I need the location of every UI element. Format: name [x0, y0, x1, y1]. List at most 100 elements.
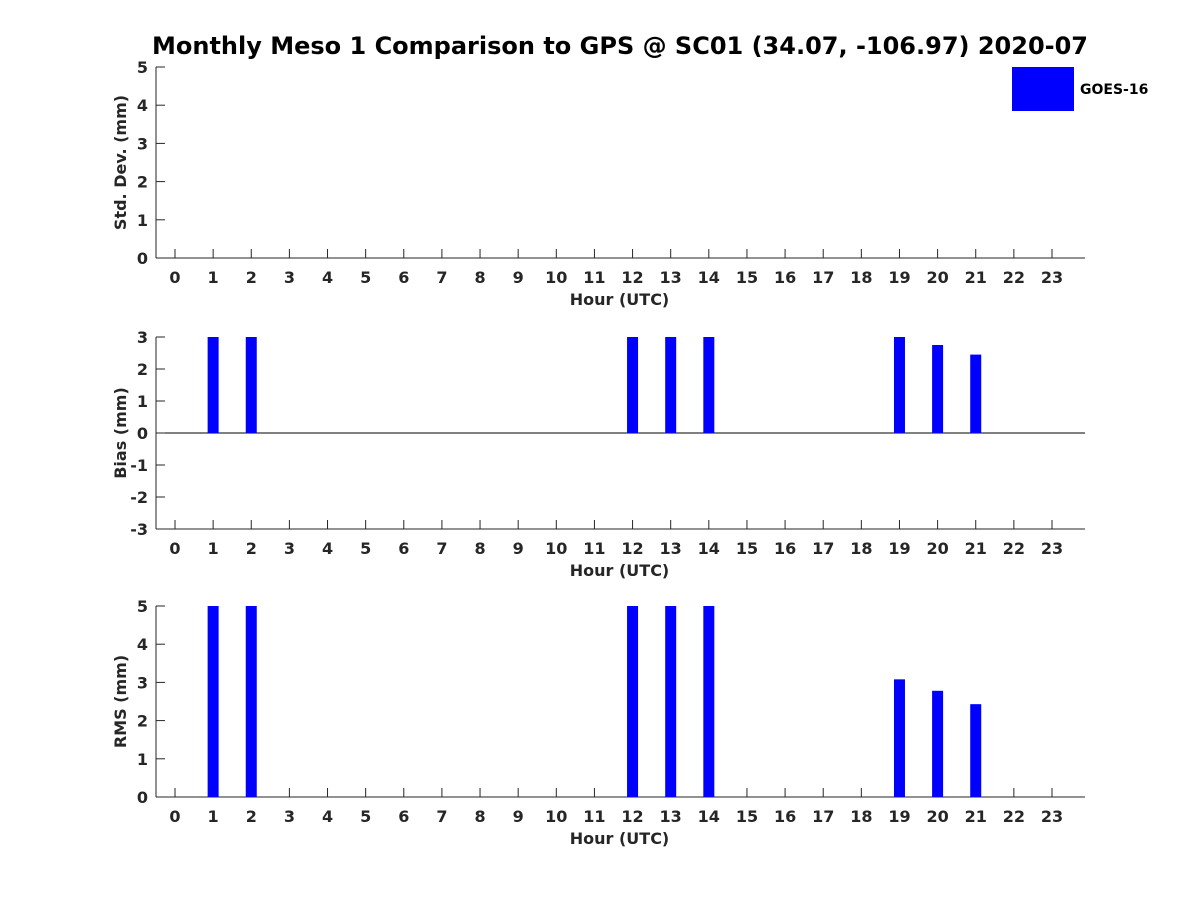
- x-tick-label: 9: [513, 268, 524, 287]
- x-tick-label: 5: [360, 268, 371, 287]
- bar: [207, 606, 219, 797]
- bar: [970, 704, 982, 797]
- x-axis-label: Hour (UTC): [570, 290, 670, 309]
- bar: [207, 337, 219, 433]
- bar: [893, 337, 905, 433]
- x-tick-label: 7: [436, 268, 447, 287]
- x-tick-label: 19: [888, 539, 910, 558]
- x-tick-label: 8: [474, 807, 485, 826]
- y-tick-label: 0: [137, 788, 148, 807]
- x-tick-label: 22: [1003, 268, 1025, 287]
- y-tick-label: 1: [137, 750, 148, 769]
- x-tick-label: 19: [888, 268, 910, 287]
- y-tick-label: 0: [137, 249, 148, 268]
- y-tick-label: 2: [137, 360, 148, 379]
- x-tick-label: 23: [1041, 268, 1063, 287]
- x-tick-label: 10: [545, 539, 567, 558]
- x-tick-label: 21: [965, 539, 987, 558]
- x-tick-label: 22: [1003, 807, 1025, 826]
- x-tick-label: 11: [583, 539, 605, 558]
- x-axis-label: Hour (UTC): [570, 561, 670, 580]
- y-tick-label: 4: [137, 635, 148, 654]
- x-tick-label: 1: [208, 268, 219, 287]
- y-tick-label: 4: [137, 96, 148, 115]
- x-tick-label: 0: [169, 807, 180, 826]
- y-tick-label: 5: [137, 58, 148, 77]
- x-tick-label: 13: [660, 807, 682, 826]
- x-tick-label: 6: [398, 807, 409, 826]
- y-axis-label: Std. Dev. (mm): [111, 95, 130, 230]
- x-tick-label: 13: [660, 539, 682, 558]
- x-tick-label: 8: [474, 539, 485, 558]
- bar: [703, 606, 715, 797]
- y-tick-label: 5: [137, 597, 148, 616]
- x-tick-label: 20: [926, 807, 948, 826]
- x-tick-label: 3: [284, 807, 295, 826]
- bar: [932, 345, 944, 433]
- x-tick-label: 6: [398, 268, 409, 287]
- x-tick-label: 14: [698, 539, 720, 558]
- x-tick-label: 23: [1041, 539, 1063, 558]
- x-tick-label: 10: [545, 807, 567, 826]
- x-tick-label: 8: [474, 268, 485, 287]
- x-tick-label: 15: [736, 807, 758, 826]
- x-tick-label: 10: [545, 268, 567, 287]
- x-tick-label: 12: [621, 539, 643, 558]
- x-tick-label: 1: [208, 539, 219, 558]
- bar: [893, 679, 905, 797]
- x-tick-label: 3: [284, 539, 295, 558]
- bar: [970, 354, 982, 433]
- x-tick-label: 18: [850, 807, 872, 826]
- y-tick-label: 3: [137, 328, 148, 347]
- x-tick-label: 0: [169, 539, 180, 558]
- x-tick-label: 16: [774, 807, 796, 826]
- y-tick-label: 3: [137, 673, 148, 692]
- y-axis-label: RMS (mm): [111, 655, 130, 748]
- x-tick-label: 11: [583, 268, 605, 287]
- x-tick-label: 7: [436, 539, 447, 558]
- x-tick-label: 12: [621, 268, 643, 287]
- y-tick-label: -2: [130, 488, 148, 507]
- x-tick-label: 4: [322, 539, 333, 558]
- x-tick-label: 14: [698, 268, 720, 287]
- x-tick-label: 3: [284, 268, 295, 287]
- x-tick-label: 18: [850, 268, 872, 287]
- x-axis-label: Hour (UTC): [570, 829, 670, 848]
- x-tick-label: 2: [246, 807, 257, 826]
- y-tick-label: 1: [137, 211, 148, 230]
- bar: [627, 337, 639, 433]
- bar: [932, 690, 944, 797]
- x-tick-label: 22: [1003, 539, 1025, 558]
- x-tick-label: 23: [1041, 807, 1063, 826]
- x-tick-label: 11: [583, 807, 605, 826]
- x-tick-label: 16: [774, 268, 796, 287]
- x-tick-label: 9: [513, 539, 524, 558]
- bar: [665, 337, 677, 433]
- x-tick-label: 17: [812, 807, 834, 826]
- x-tick-label: 7: [436, 807, 447, 826]
- bar: [703, 337, 715, 433]
- y-tick-label: 1: [137, 392, 148, 411]
- x-tick-label: 14: [698, 807, 720, 826]
- bar: [245, 606, 257, 797]
- x-tick-label: 16: [774, 539, 796, 558]
- x-tick-label: 0: [169, 268, 180, 287]
- x-tick-label: 17: [812, 268, 834, 287]
- y-tick-label: 2: [137, 173, 148, 192]
- x-tick-label: 15: [736, 539, 758, 558]
- x-tick-label: 15: [736, 268, 758, 287]
- x-tick-label: 17: [812, 539, 834, 558]
- x-tick-label: 2: [246, 268, 257, 287]
- x-tick-label: 21: [965, 268, 987, 287]
- figure-title: Monthly Meso 1 Comparison to GPS @ SC01 …: [152, 32, 1088, 60]
- x-tick-label: 19: [888, 807, 910, 826]
- x-tick-label: 21: [965, 807, 987, 826]
- x-tick-label: 4: [322, 807, 333, 826]
- x-tick-label: 5: [360, 807, 371, 826]
- y-axis-label: Bias (mm): [111, 387, 130, 479]
- bar: [627, 606, 639, 797]
